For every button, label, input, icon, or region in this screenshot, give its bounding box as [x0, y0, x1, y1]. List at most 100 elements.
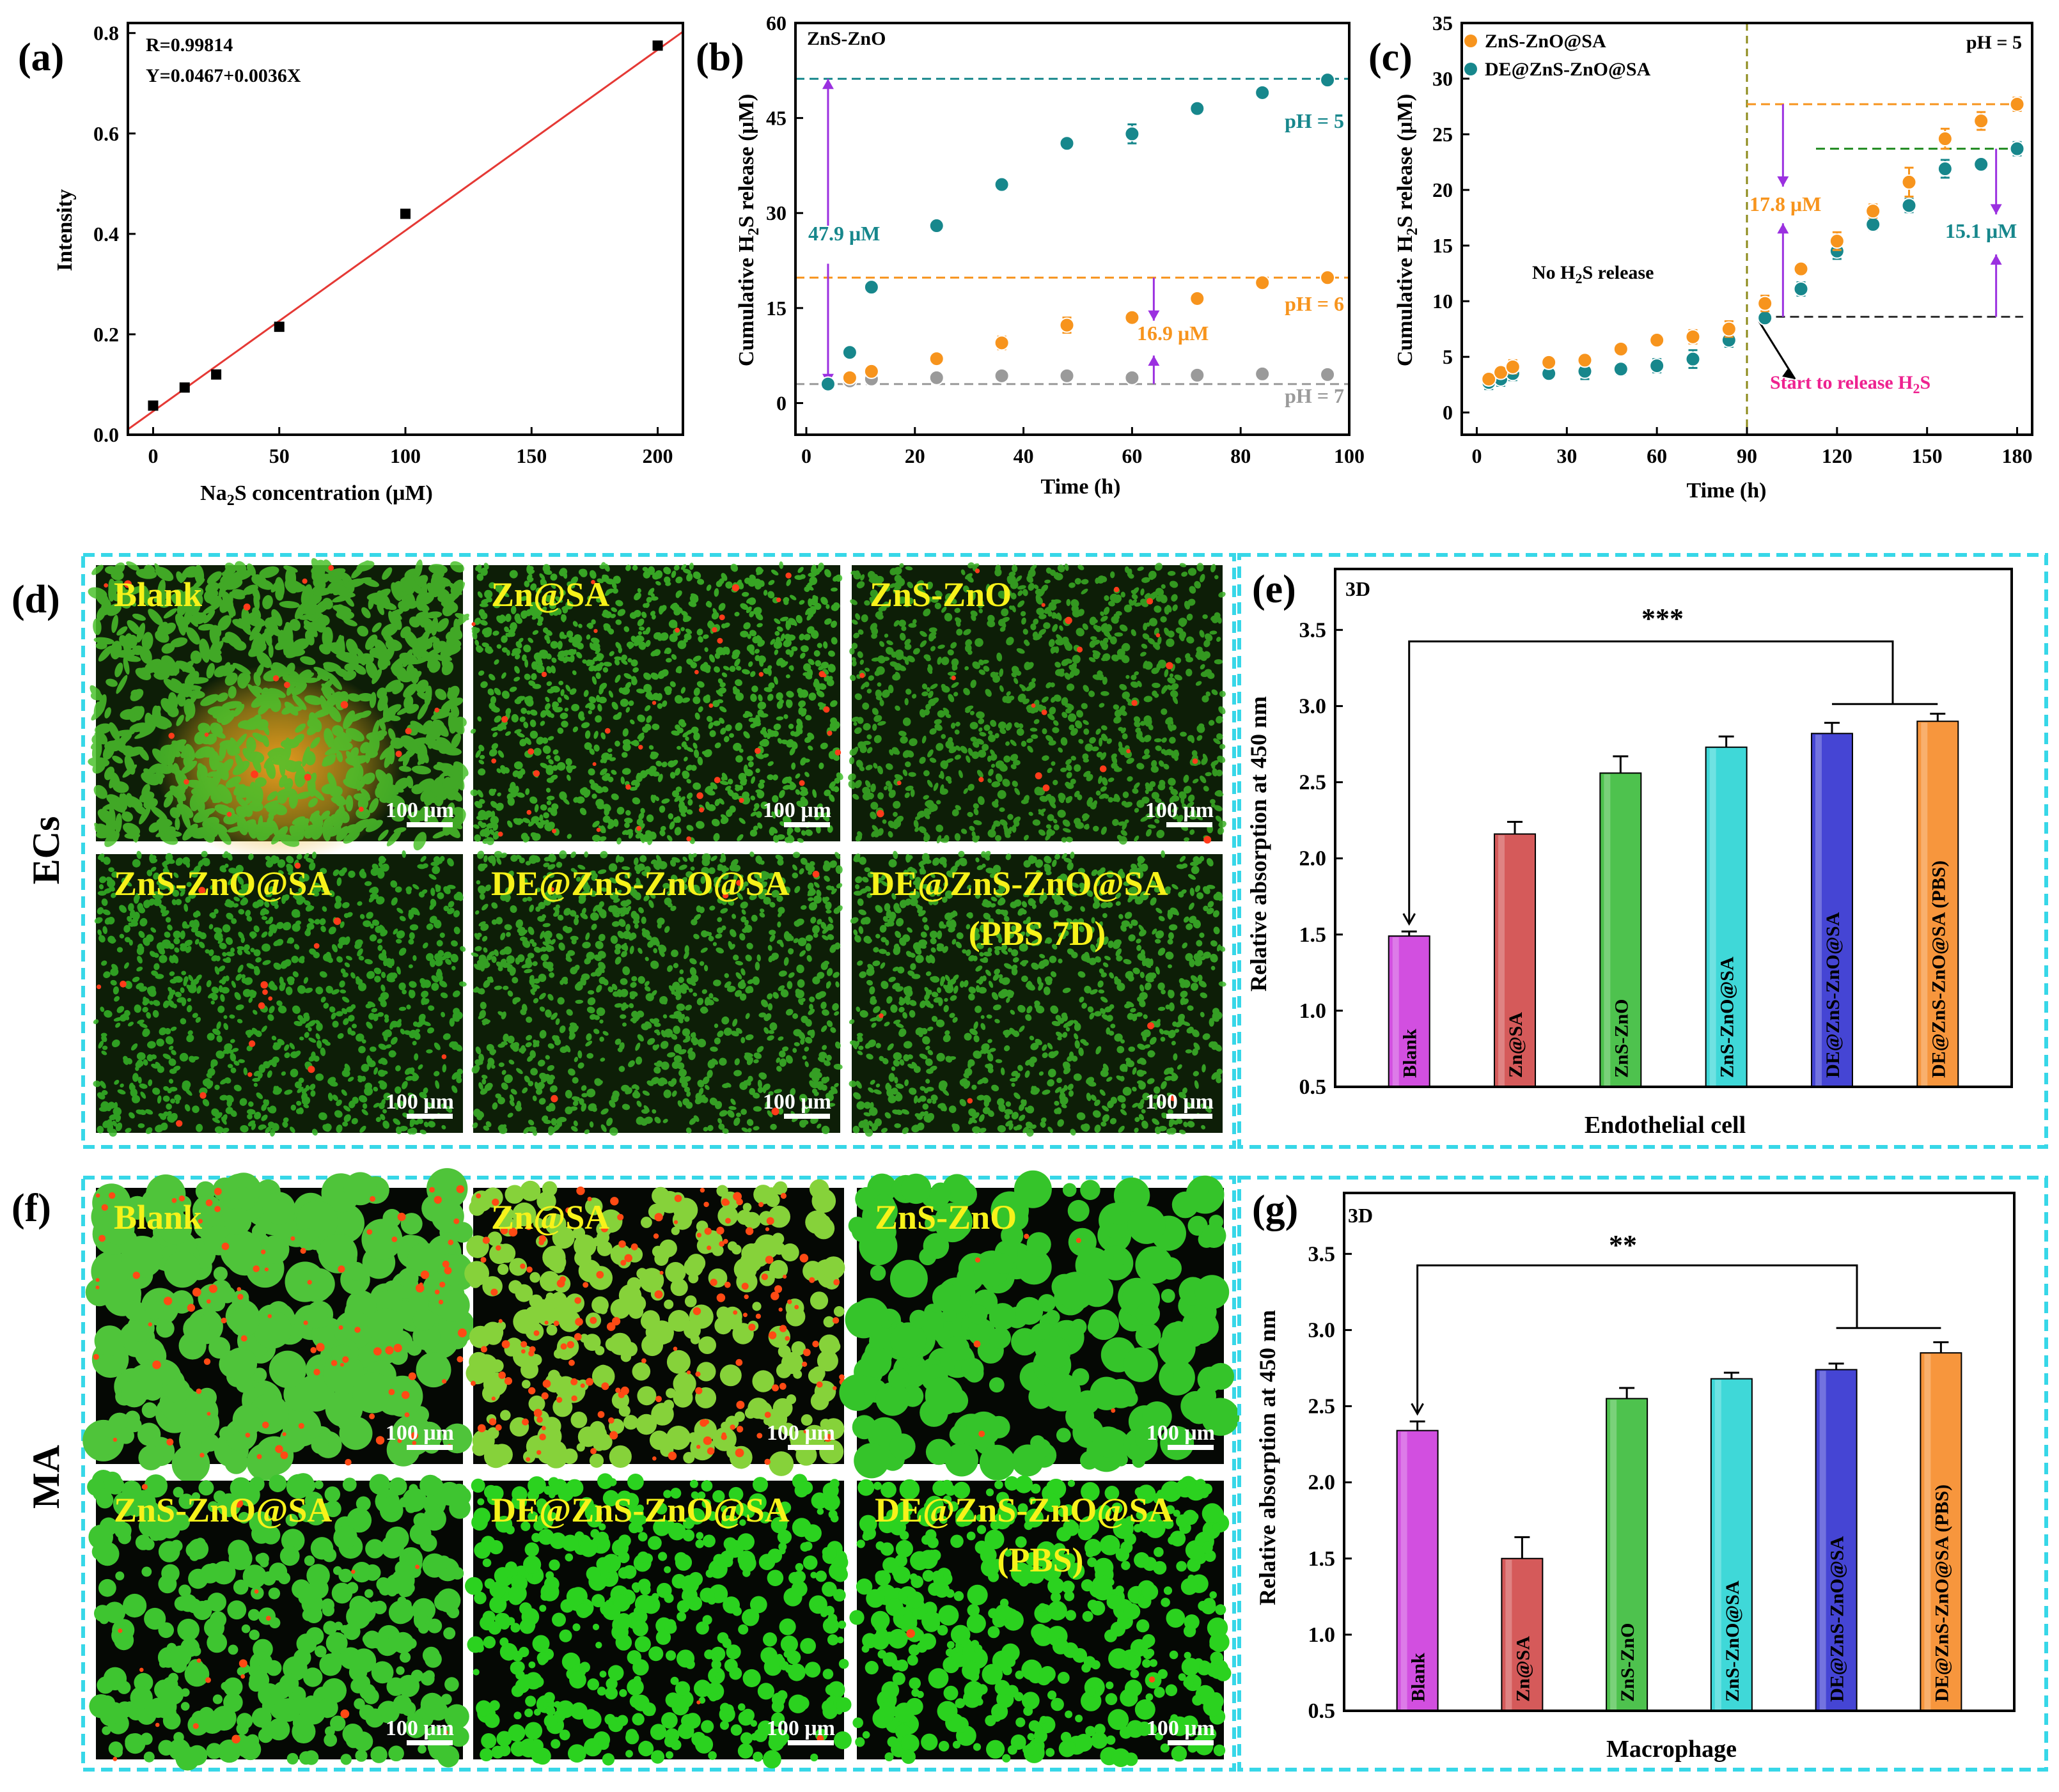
- cell: [225, 776, 242, 788]
- cell: [217, 615, 231, 631]
- data-point-square: [211, 369, 222, 380]
- panel-c-ph: pH = 5: [1966, 32, 2022, 53]
- axis-frame: [794, 22, 1350, 436]
- cell: [143, 798, 158, 809]
- cell: [343, 830, 360, 844]
- cell: [166, 739, 187, 752]
- cell: [161, 643, 175, 654]
- data-point-de-zns: [1613, 361, 1629, 377]
- dead-cell: [1031, 703, 1036, 708]
- panel-c-annot-15: 15.1 μM: [1945, 219, 2017, 242]
- data-point-ph5: [1189, 100, 1205, 116]
- dead-cell: [471, 622, 476, 627]
- x-tick-label: 30: [1556, 444, 1577, 467]
- cell: [425, 611, 442, 619]
- data-point-ph5: [1059, 136, 1075, 152]
- dead-cell: [592, 762, 597, 767]
- y-tick-label: 0.4: [93, 222, 119, 245]
- data-point-ph7: [1059, 368, 1075, 384]
- cell: [284, 778, 294, 791]
- dead-cell: [328, 565, 334, 571]
- dead-cell: [1042, 784, 1050, 791]
- arrow-16-down-head: [1148, 310, 1160, 321]
- y-tick-label: 0.2: [93, 323, 119, 346]
- y-tick-label: 0.6: [93, 122, 119, 145]
- cell: [947, 671, 957, 676]
- data-point-ph6: [863, 363, 879, 379]
- cell: [234, 733, 247, 749]
- dead-cell: [877, 809, 884, 818]
- data-point-ph6: [1320, 270, 1336, 286]
- cell: [294, 768, 306, 788]
- cell: [360, 788, 370, 799]
- dead-cell: [258, 1002, 265, 1009]
- dead-cell: [652, 701, 657, 705]
- data-point-ph6: [842, 370, 857, 386]
- scale-bar: [784, 822, 830, 827]
- cell: [165, 853, 173, 862]
- dead-cell: [541, 671, 547, 678]
- cell: [1065, 708, 1072, 714]
- cell: [696, 905, 701, 913]
- cell: [331, 796, 347, 806]
- data-point-zns: [1613, 341, 1629, 357]
- cell: [262, 595, 273, 609]
- dead-cell: [120, 981, 127, 988]
- x-tick-label: 0: [1471, 444, 1482, 467]
- cell: [405, 704, 419, 714]
- dead-cell: [97, 985, 102, 990]
- cell: [116, 947, 123, 953]
- cell: [363, 578, 379, 588]
- dead-cell: [978, 777, 984, 783]
- cell: [224, 672, 238, 686]
- cell: [256, 664, 264, 678]
- cell: [198, 722, 211, 734]
- panel-b-label: (b): [696, 36, 744, 79]
- dead-cell: [732, 584, 740, 592]
- cell: [95, 823, 109, 836]
- dead-cell: [1113, 586, 1120, 593]
- cell: [279, 601, 300, 609]
- cell: [322, 627, 333, 648]
- panel-b-ph6: pH = 6: [1285, 292, 1344, 315]
- data-point-zns: [2009, 97, 2025, 113]
- panel-c: (c) Cumulative H2S release (μM) Time (h)…: [1368, 12, 2033, 503]
- data-point-square: [179, 382, 190, 393]
- data-point-ph7: [1255, 366, 1271, 382]
- cell: [405, 600, 418, 609]
- data-point-square: [148, 400, 159, 411]
- cell: [152, 748, 168, 765]
- cell: [206, 663, 215, 679]
- dead-cell: [1192, 758, 1198, 764]
- cell: [403, 683, 418, 698]
- data-point-ph5: [928, 218, 944, 234]
- cell: [226, 744, 239, 756]
- dead-cell: [596, 827, 601, 832]
- panel-c-ylabel: Cumulative H2S release (μM): [1393, 94, 1421, 366]
- dead-cell: [686, 836, 692, 841]
- dead-cell: [696, 792, 703, 799]
- y-tick-label: 15: [766, 297, 787, 320]
- dead-cell: [1041, 709, 1047, 715]
- cell: [250, 625, 259, 639]
- dead-cell: [251, 770, 258, 779]
- data-point-ph7: [1189, 367, 1205, 383]
- cell: [320, 810, 331, 820]
- dead-cell: [785, 572, 792, 579]
- cell: [381, 623, 398, 637]
- dead-cell: [358, 806, 364, 812]
- cell: [357, 693, 374, 702]
- cell: [369, 1046, 377, 1052]
- panel-b-plot: [795, 72, 1349, 392]
- cell: [150, 806, 168, 821]
- data-point-ph6: [1255, 275, 1271, 291]
- dead-cell: [168, 733, 175, 739]
- panel-b-title: ZnS-ZnO: [807, 28, 886, 49]
- dead-cell: [313, 943, 320, 949]
- scale-bar-label: 100 μm: [763, 799, 831, 822]
- scale-bar-label: 100 μm: [386, 1090, 454, 1114]
- data-point-ph5: [994, 176, 1010, 192]
- data-point-zns: [1973, 113, 1989, 129]
